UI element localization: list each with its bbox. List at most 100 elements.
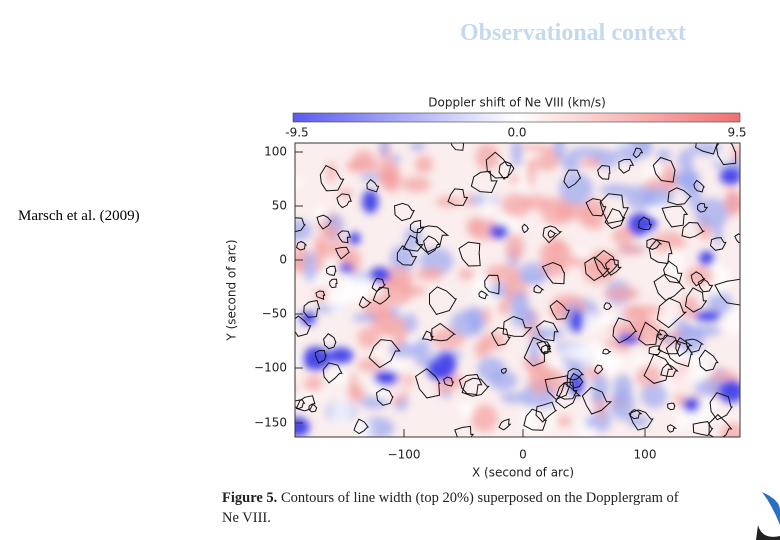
texture-blob <box>685 358 709 382</box>
contour <box>322 362 343 384</box>
texture-blob <box>348 231 361 245</box>
contour <box>544 375 571 400</box>
contour <box>470 170 498 194</box>
caption-text: Contours of line width (top 20%) superpo… <box>280 490 679 506</box>
caption-line: Figure 5. Contours of line width (top 20… <box>222 490 679 507</box>
texture-blob <box>410 143 426 151</box>
y-tick-label: −50 <box>262 307 287 321</box>
contour <box>549 299 571 320</box>
texture-blob <box>300 311 316 326</box>
contour <box>366 178 380 193</box>
texture-blob <box>665 247 684 279</box>
contour <box>695 143 718 155</box>
texture-blob <box>442 389 451 399</box>
texture-blob <box>295 352 305 365</box>
contour <box>629 409 643 420</box>
texture-blob <box>330 399 353 428</box>
contour <box>371 277 387 292</box>
texture-blob <box>528 363 551 395</box>
contour <box>597 164 611 180</box>
contour <box>637 321 663 346</box>
contour <box>431 322 457 342</box>
texture-blob <box>374 370 399 387</box>
texture-blob <box>489 282 508 298</box>
texture-blob <box>414 155 434 174</box>
texture-blob <box>641 143 653 158</box>
y-tick-label: −150 <box>254 416 287 430</box>
texture-blob <box>465 306 485 328</box>
contour <box>646 237 663 250</box>
texture-blob <box>674 417 690 431</box>
texture-blob <box>712 159 726 169</box>
texture-blob <box>719 167 740 186</box>
texture-blob <box>699 251 715 267</box>
contour <box>661 205 689 228</box>
contour <box>542 225 563 244</box>
texture-blob <box>498 299 511 316</box>
texture-blob <box>457 400 477 418</box>
texture-blob <box>413 337 431 367</box>
texture-blob <box>373 349 386 361</box>
texture-blob <box>514 167 529 191</box>
contour <box>316 214 333 230</box>
contour <box>295 217 306 233</box>
contour <box>555 381 578 400</box>
texture-blob <box>295 391 317 401</box>
contour <box>358 295 372 309</box>
contour <box>697 202 709 213</box>
contour <box>708 413 733 437</box>
contour <box>521 223 530 234</box>
texture-blob <box>303 375 324 393</box>
texture-blob <box>522 143 546 152</box>
texture-blob <box>321 224 340 240</box>
texture-blob <box>521 275 546 284</box>
texture-blob <box>558 173 594 206</box>
contour <box>581 386 613 415</box>
texture-blob <box>633 318 661 346</box>
texture-blob <box>466 217 485 236</box>
texture-blob <box>475 143 500 171</box>
texture-blob <box>381 322 393 338</box>
y-tick-label: 50 <box>272 199 287 213</box>
texture-blob <box>379 143 389 158</box>
texture-blob <box>303 250 318 282</box>
citation: Marsch et al. (2009) <box>18 208 140 224</box>
colorbar-tick: 0.0 <box>507 126 526 140</box>
y-axis-label: Y (second of arc) <box>225 239 239 341</box>
contour <box>402 234 424 252</box>
texture-blob <box>338 188 354 199</box>
contour <box>667 187 693 206</box>
texture-blob <box>511 143 523 168</box>
colorbar-tick: 9.5 <box>727 126 746 140</box>
contour <box>684 287 708 313</box>
texture-blob <box>489 224 509 239</box>
texture-blob <box>627 212 653 237</box>
texture-blob <box>570 309 584 333</box>
texture-blob <box>694 198 730 229</box>
texture-blob <box>362 189 379 214</box>
contour <box>498 160 515 180</box>
texture-blob <box>471 404 498 433</box>
contour <box>535 401 558 423</box>
contour <box>563 169 582 189</box>
texture-blob <box>330 371 350 385</box>
contour <box>604 258 623 276</box>
plot-frame <box>294 142 741 438</box>
contour <box>353 418 369 435</box>
texture-blob <box>314 243 325 274</box>
y-tick-label: 0 <box>279 253 287 267</box>
texture-blob <box>415 267 444 281</box>
contour <box>490 327 512 347</box>
texture-blob <box>561 153 580 173</box>
contour <box>319 164 345 192</box>
contour <box>458 373 483 396</box>
x-tick-label: 100 <box>634 448 657 462</box>
texture-blob <box>529 335 540 366</box>
contour <box>697 278 714 293</box>
texture-blob <box>613 374 633 401</box>
contour <box>415 368 441 399</box>
contour <box>675 337 694 357</box>
texture-blob <box>526 159 536 186</box>
texture-blob <box>584 417 594 429</box>
texture-blob <box>295 177 306 187</box>
